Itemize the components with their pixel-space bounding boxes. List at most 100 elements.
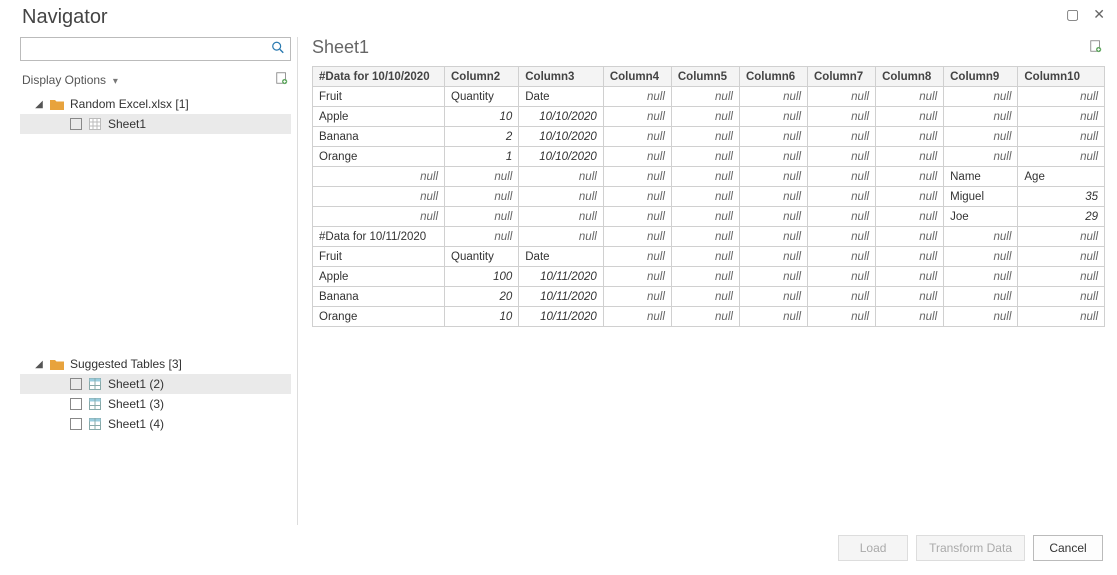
search-icon[interactable] [271,41,285,58]
preview-grid: #Data for 10/10/2020Column2Column3Column… [312,66,1105,327]
table-cell: null [944,87,1018,107]
table-cell: null [808,87,876,107]
table-icon [88,378,102,390]
table-cell: null [808,247,876,267]
close-icon[interactable]: ✕ [1093,6,1105,23]
transform-data-button[interactable]: Transform Data [916,535,1025,561]
column-header[interactable]: Column7 [808,67,876,87]
table-cell: Banana [313,287,445,307]
table-cell: null [445,167,519,187]
table-cell: null [876,267,944,287]
table-cell: null [1018,87,1105,107]
table-cell: null [739,127,807,147]
table-cell: null [519,187,604,207]
table-cell: 10 [445,307,519,327]
table-cell: null [671,207,739,227]
table-row: FruitQuantityDatenullnullnullnullnullnul… [313,247,1105,267]
footer: Load Transform Data Cancel [0,525,1117,575]
table-cell: null [739,227,807,247]
tree-item-label: Sheet1 [108,117,287,131]
table-cell: Apple [313,107,445,127]
table-cell: null [944,287,1018,307]
titlebar: Navigator ▢ ✕ [0,0,1117,29]
expand-icon[interactable]: ◢ [34,99,44,110]
table-cell: 1 [445,147,519,167]
column-header[interactable]: #Data for 10/10/2020 [313,67,445,87]
table-cell: null [739,87,807,107]
display-options[interactable]: Display Options ▾ [20,67,291,94]
tree-item-label: Sheet1 (3) [108,397,287,411]
checkbox[interactable] [70,118,82,130]
window-controls: ▢ ✕ [1066,6,1105,23]
tree-item[interactable]: Sheet1 [20,114,291,134]
table-cell: 10/10/2020 [519,127,604,147]
column-header[interactable]: Column6 [739,67,807,87]
table-cell: null [876,107,944,127]
table-cell: null [739,187,807,207]
column-header[interactable]: Column8 [876,67,944,87]
table-cell: Date [519,247,604,267]
table-cell: null [1018,147,1105,167]
checkbox[interactable] [70,398,82,410]
table-row: nullnullnullnullnullnullnullnullJoe29 [313,207,1105,227]
table-cell: Apple [313,267,445,287]
load-button[interactable]: Load [838,535,908,561]
tree-item-label: Sheet1 (4) [108,417,287,431]
table-cell: null [808,227,876,247]
tree-group[interactable]: ◢Random Excel.xlsx [1] [20,94,291,114]
checkbox[interactable] [70,418,82,430]
tree-item[interactable]: Sheet1 (3) [20,394,291,414]
table-cell: Miguel [944,187,1018,207]
table-cell: null [808,207,876,227]
table-cell: 10/11/2020 [519,267,604,287]
table-cell: 10/11/2020 [519,287,604,307]
table-cell: null [445,187,519,207]
column-header[interactable]: Column10 [1018,67,1105,87]
tree-group-label: Suggested Tables [3] [70,357,287,371]
table-cell: null [808,107,876,127]
tree-item[interactable]: Sheet1 (4) [20,414,291,434]
table-row: Apple10010/11/2020nullnullnullnullnullnu… [313,267,1105,287]
search-wrap [20,37,291,61]
table-icon [88,398,102,410]
table-cell: 100 [445,267,519,287]
expand-icon[interactable]: ◢ [34,359,44,370]
table-cell: null [603,107,671,127]
table-cell: null [603,307,671,327]
table-cell: null [671,167,739,187]
column-header[interactable]: Column3 [519,67,604,87]
table-cell: null [739,307,807,327]
table-row: Banana2010/11/2020nullnullnullnullnullnu… [313,287,1105,307]
column-header[interactable]: Column9 [944,67,1018,87]
folder-icon [50,359,64,370]
checkbox[interactable] [70,378,82,390]
refresh-icon[interactable] [275,71,289,88]
table-cell: 10/10/2020 [519,147,604,167]
table-cell: null [876,287,944,307]
table-cell: null [445,207,519,227]
table-row: FruitQuantityDatenullnullnullnullnullnul… [313,87,1105,107]
table-cell: null [876,227,944,247]
table-cell: null [519,227,604,247]
table-cell: null [519,207,604,227]
table-cell: null [603,267,671,287]
table-cell: null [876,207,944,227]
preview-refresh-icon[interactable] [1089,39,1103,56]
table-cell: null [671,187,739,207]
tree-item[interactable]: Sheet1 (2) [20,374,291,394]
table-cell: null [944,107,1018,127]
cancel-button[interactable]: Cancel [1033,535,1103,561]
table-cell: null [876,147,944,167]
body: Display Options ▾ ◢Random Excel.xlsx [1]… [0,29,1117,525]
column-header[interactable]: Column4 [603,67,671,87]
search-input[interactable] [20,37,291,61]
table-cell: null [313,187,445,207]
maximize-icon[interactable]: ▢ [1066,6,1079,23]
table-cell: null [313,207,445,227]
column-header[interactable]: Column2 [445,67,519,87]
column-header[interactable]: Column5 [671,67,739,87]
tree-group[interactable]: ◢ Suggested Tables [3] [20,354,291,374]
table-cell: null [671,227,739,247]
table-row: Banana210/10/2020nullnullnullnullnullnul… [313,127,1105,147]
table-cell: Quantity [445,87,519,107]
